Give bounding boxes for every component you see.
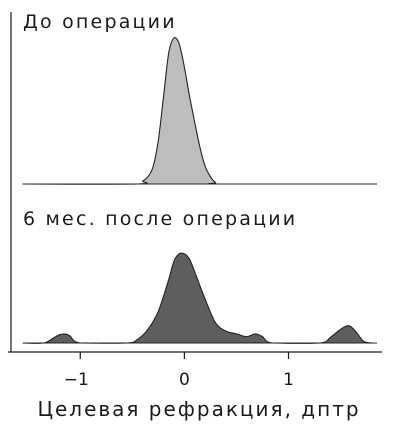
density-curve-before (22, 37, 373, 185)
panel-before-surgery: До операции (22, 11, 377, 185)
density-curve-after (22, 252, 373, 344)
panel-after-surgery: 6 мес. после операции (22, 208, 377, 344)
x-tick-label: 1 (283, 370, 294, 390)
panel-0-title: До операции (23, 11, 177, 33)
x-ticks: −1 0 1 (64, 352, 294, 390)
x-tick-label: −1 (64, 370, 89, 390)
x-tick-label: 0 (179, 370, 190, 390)
panel-1-title: 6 мес. после операции (23, 208, 297, 230)
x-axis-label: Целевая рефракция, дптр (37, 397, 360, 421)
